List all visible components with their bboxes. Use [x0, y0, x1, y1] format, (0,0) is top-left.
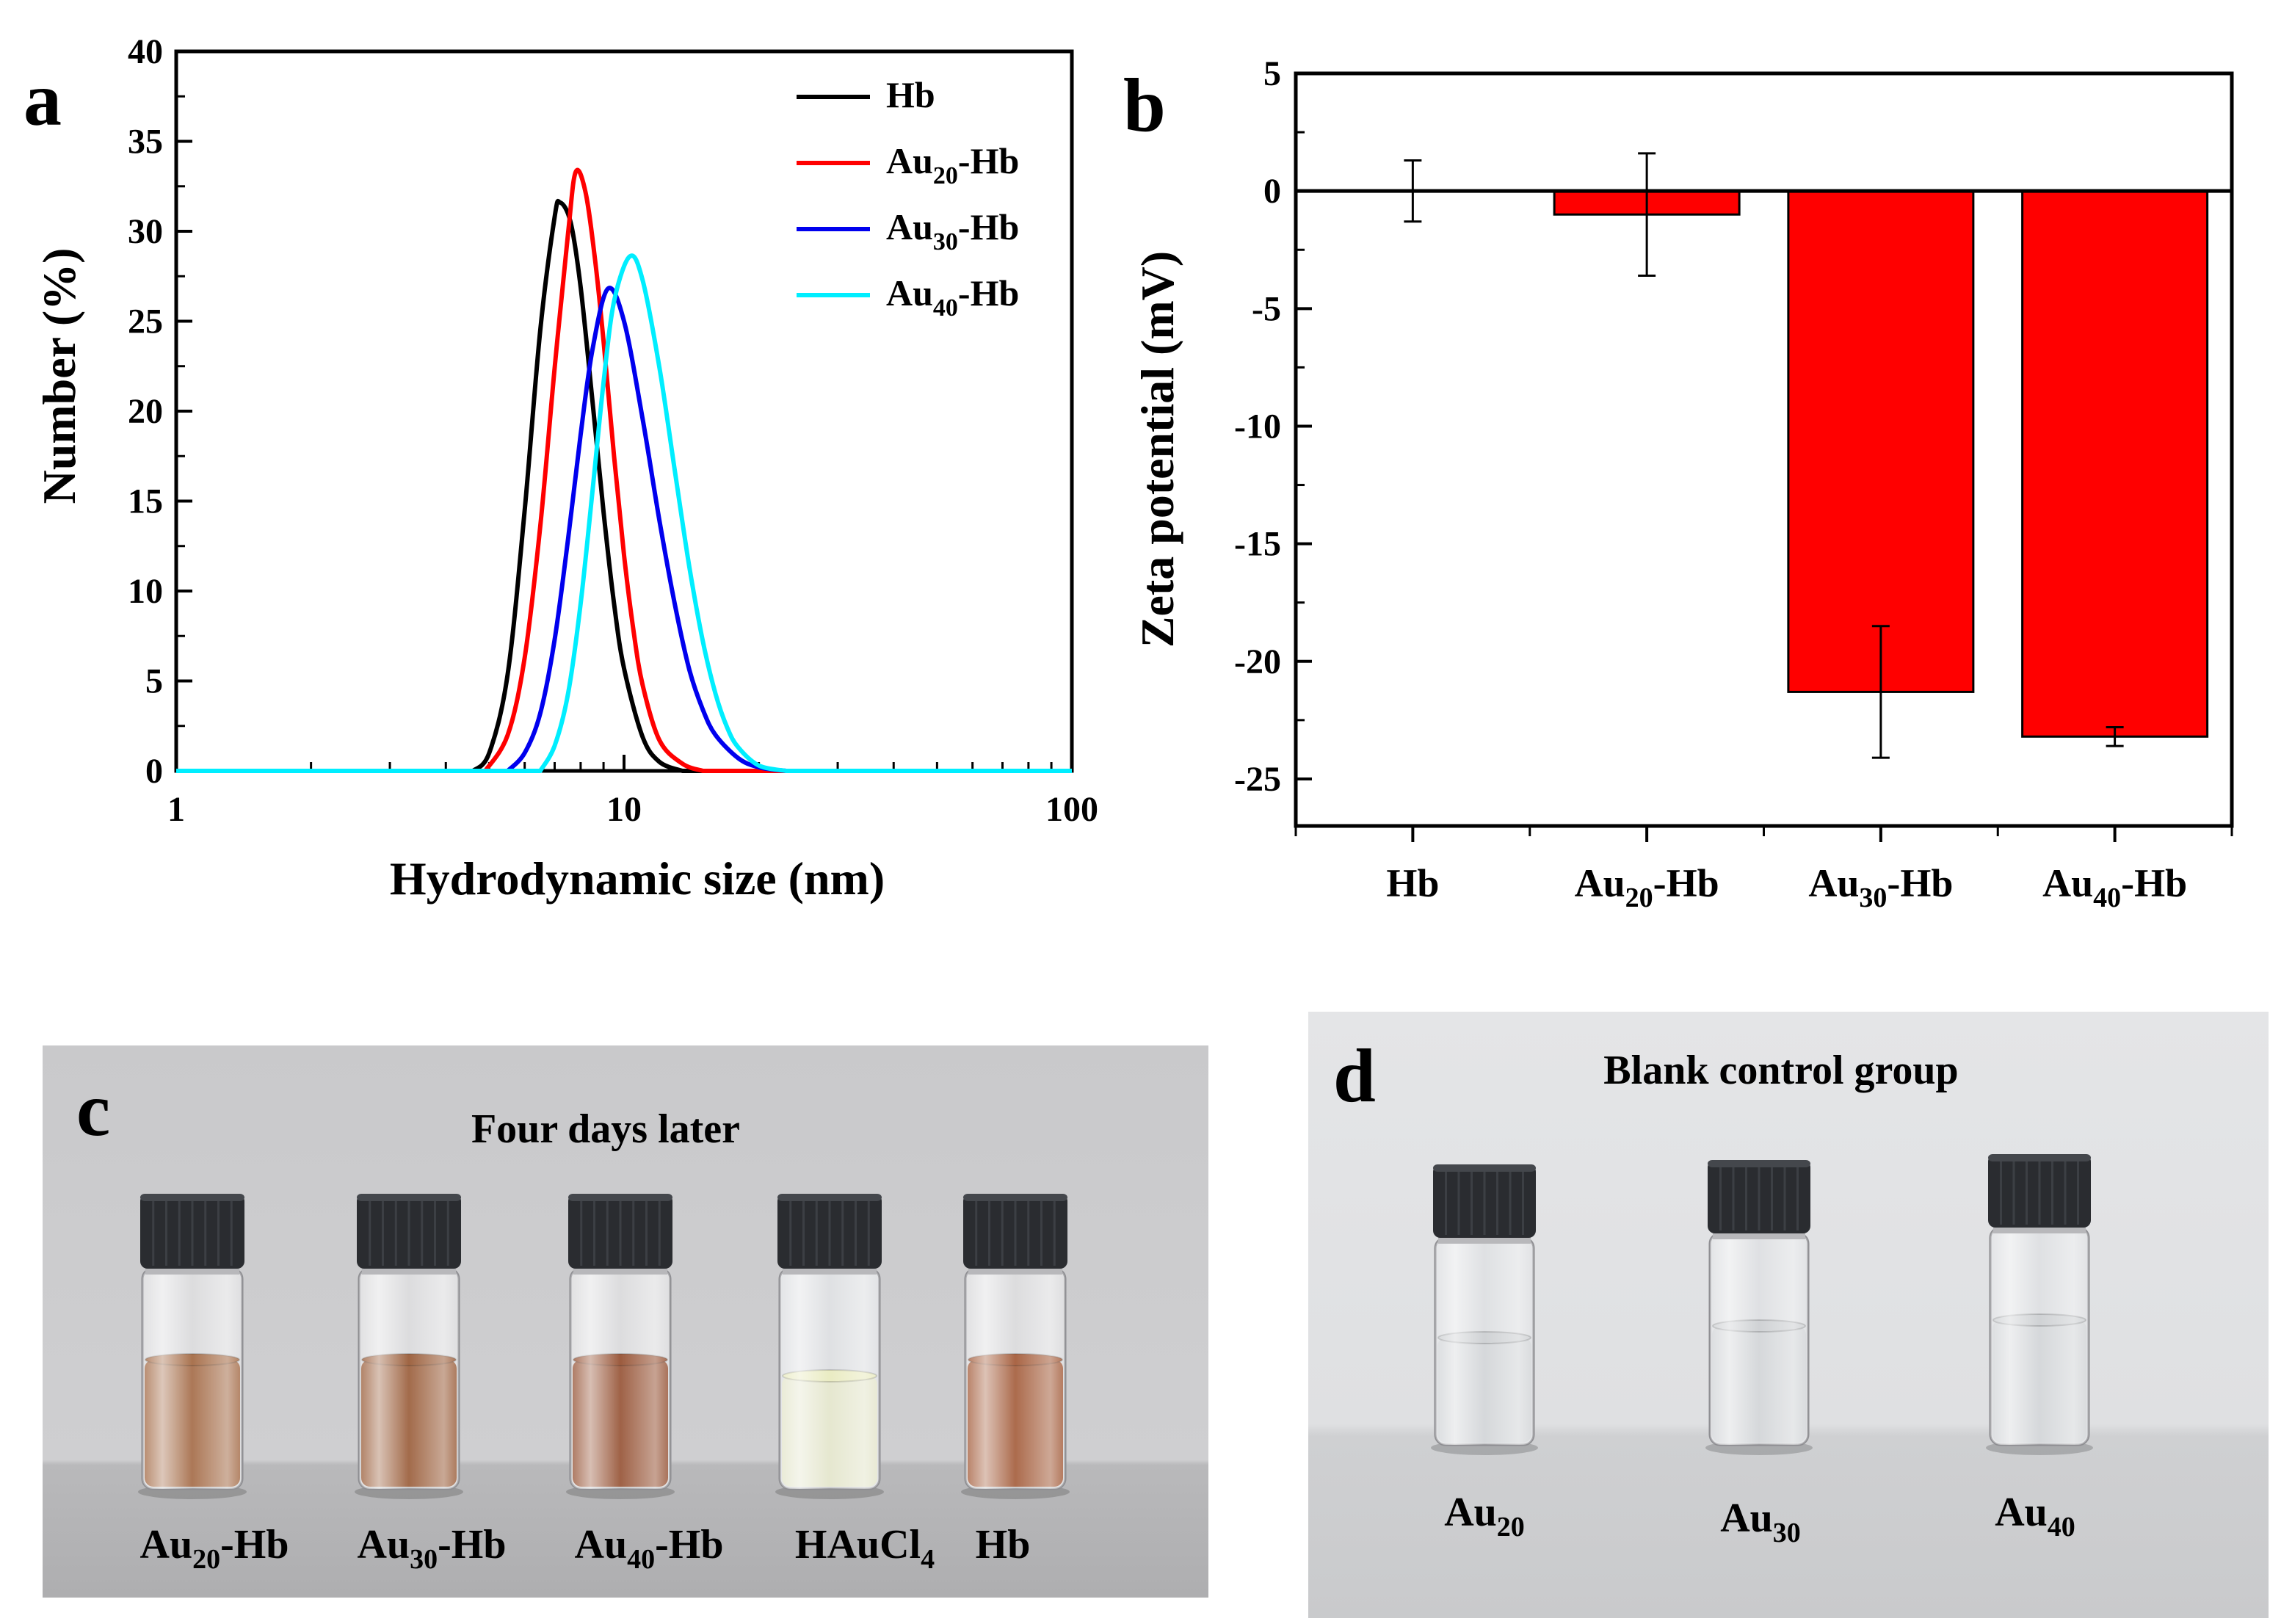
- photo-c-label: Au40-Hb: [575, 1522, 724, 1575]
- category-label-au40-hb: Au40-Hb: [2042, 861, 2187, 913]
- vial: [775, 1194, 884, 1499]
- y-tick-label-a: 30: [128, 212, 163, 251]
- photo-c-label: Au20-Hb: [140, 1522, 289, 1575]
- y-tick-label-a: 10: [128, 572, 163, 611]
- y-tick-label-b: 0: [1263, 172, 1281, 211]
- x-axis-title-a: Hydrodynamic size (nm): [390, 852, 885, 905]
- y-tick-label-a: 35: [128, 123, 163, 162]
- y-tick-label-a: 40: [128, 32, 163, 71]
- y-tick-label-a: 5: [145, 662, 163, 701]
- vial: [961, 1194, 1070, 1499]
- series-line-au40-hb: [176, 253, 1072, 773]
- vial: [1431, 1164, 1538, 1455]
- category-label-hb: Hb: [1386, 861, 1439, 905]
- legend-label-au20-hb: Au20-Hb: [886, 140, 1019, 189]
- y-tick-label-a: 0: [145, 752, 163, 791]
- panel-letter-d: d: [1333, 1034, 1376, 1118]
- y-tick-label-b: -5: [1252, 289, 1281, 328]
- photo-c-title: Four days later: [471, 1106, 740, 1152]
- vial: [566, 1194, 675, 1499]
- y-tick-label-b: -20: [1234, 642, 1281, 681]
- photo-d-title: Blank control group: [1603, 1048, 1958, 1093]
- series-line-au20-hb: [176, 167, 1072, 773]
- y-axis-title-a: Number (%): [33, 248, 85, 504]
- panel-b-bar-chart: b 5 0 -5 -10 -15 -20 -25 Hb Au20-Hb Au30-Hb Au40-H…: [1123, 54, 2234, 913]
- category-label-au20-hb: Au20-Hb: [1575, 861, 1719, 913]
- photo-c-label: HAuCl4: [795, 1522, 935, 1575]
- panel-c-photo: c Four days later Au20-Hb Au30-Hb Au40-Hb H…: [43, 1045, 1208, 1598]
- photo-c-label: Au30-Hb: [358, 1522, 507, 1575]
- legend-label-hb: Hb: [886, 74, 935, 115]
- panel-a-line-chart: a 0 5 10 15 20 25 30 35 40 1 10 100 Hb Au20-Hb Au30-H…: [23, 32, 1098, 905]
- photo-d-label: Au30: [1720, 1496, 1801, 1548]
- category-label-au30-hb: Au30-Hb: [1808, 861, 1953, 913]
- vial: [138, 1194, 247, 1499]
- vial: [1986, 1154, 2093, 1455]
- panel-letter-c: c: [76, 1067, 110, 1152]
- vial: [355, 1194, 463, 1499]
- photo-c-label: Hb: [976, 1522, 1031, 1567]
- y-tick-label-a: 15: [128, 482, 163, 521]
- x-tick-label-a: 10: [606, 790, 642, 829]
- panel-d-photo: d Blank control group Au20 Au30 Au40: [1308, 1012, 2269, 1618]
- y-tick-label-b: -10: [1234, 407, 1281, 446]
- vial: [1705, 1160, 1813, 1455]
- legend-label-au40-hb: Au40-Hb: [886, 272, 1019, 322]
- x-tick-label-a: 100: [1045, 790, 1098, 829]
- y-tick-label-a: 25: [128, 302, 163, 341]
- bar-au40-hb: [2021, 189, 2209, 738]
- x-tick-label-a: 1: [167, 790, 185, 829]
- y-axis-title-b: Zeta potential (mV): [1131, 251, 1183, 648]
- y-tick-label-b: 5: [1263, 54, 1281, 93]
- legend-label-au30-hb: Au30-Hb: [886, 206, 1019, 255]
- panel-letter-b: b: [1123, 63, 1166, 148]
- bar-au30-hb: [1787, 189, 1975, 693]
- panel-letter-a: a: [23, 57, 62, 142]
- series-line-hb: [176, 198, 1072, 773]
- series-line-au30-hb: [176, 286, 1072, 773]
- y-tick-label-a: 20: [128, 392, 163, 431]
- photo-d-label: Au40: [1995, 1490, 2075, 1543]
- y-tick-label-b: -25: [1234, 760, 1281, 799]
- photo-d-label: Au20: [1444, 1490, 1525, 1543]
- y-tick-label-b: -15: [1234, 525, 1281, 564]
